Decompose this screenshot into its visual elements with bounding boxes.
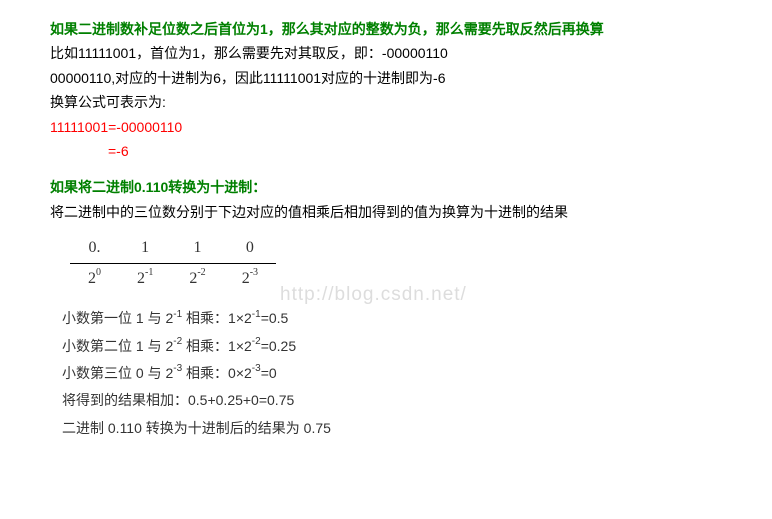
heading-negative-binary: 如果二进制数补足位数之后首位为1，那么其对应的整数为负，那么需要先取反然后再换算 xyxy=(50,18,722,40)
calc-result: 二进制 0.110 转换为十进制后的结果为 0.75 xyxy=(62,415,722,442)
table-cell: 0. xyxy=(70,233,119,263)
formula-line-1: 11111001=-00000110 xyxy=(50,116,722,138)
table-row: 0. 1 1 0 xyxy=(70,233,276,263)
table-cell: 0 xyxy=(224,233,276,263)
heading-fraction-binary: 如果将二进制0.110转换为十进制： xyxy=(50,176,722,198)
fraction-intro: 将二进制中的三位数分别于下边对应的值相乘后相加得到的值为换算为十进制的结果 xyxy=(50,201,722,223)
document-content: 如果二进制数补足位数之后首位为1，那么其对应的整数为负，那么需要先取反然后再换算… xyxy=(0,0,772,452)
formula-intro: 换算公式可表示为: xyxy=(50,91,722,113)
binary-fraction-table: 0. 1 1 0 20 2-1 2-2 2-3 xyxy=(70,233,722,293)
calc-sum: 将得到的结果相加：0.5+0.25+0=0.75 xyxy=(62,387,722,414)
table-row: 20 2-1 2-2 2-3 xyxy=(70,263,276,293)
table-cell: 1 xyxy=(119,233,171,263)
example-line-1: 比如11111001，首位为1，那么需要先对其取反，即：-00000110 xyxy=(50,42,722,64)
calc-step-2: 小数第二位 1 与 2-2 相乘：1×2-2=0.25 xyxy=(62,333,722,360)
calc-step-1: 小数第一位 1 与 2-1 相乘：1×2-1=0.5 xyxy=(62,305,722,332)
calculation-steps: 小数第一位 1 与 2-1 相乘：1×2-1=0.5 小数第二位 1 与 2-2… xyxy=(50,305,722,441)
table-cell: 2-1 xyxy=(119,263,171,293)
table-cell: 20 xyxy=(70,263,119,293)
calc-step-3: 小数第三位 0 与 2-3 相乘：0×2-3=0 xyxy=(62,360,722,387)
table-cell: 1 xyxy=(171,233,223,263)
formula-line-2: =-6 xyxy=(50,140,722,162)
table-cell: 2-2 xyxy=(171,263,223,293)
table-cell: 2-3 xyxy=(224,263,276,293)
example-line-2: 00000110,对应的十进制为6，因此11111001对应的十进制即为-6 xyxy=(50,67,722,89)
